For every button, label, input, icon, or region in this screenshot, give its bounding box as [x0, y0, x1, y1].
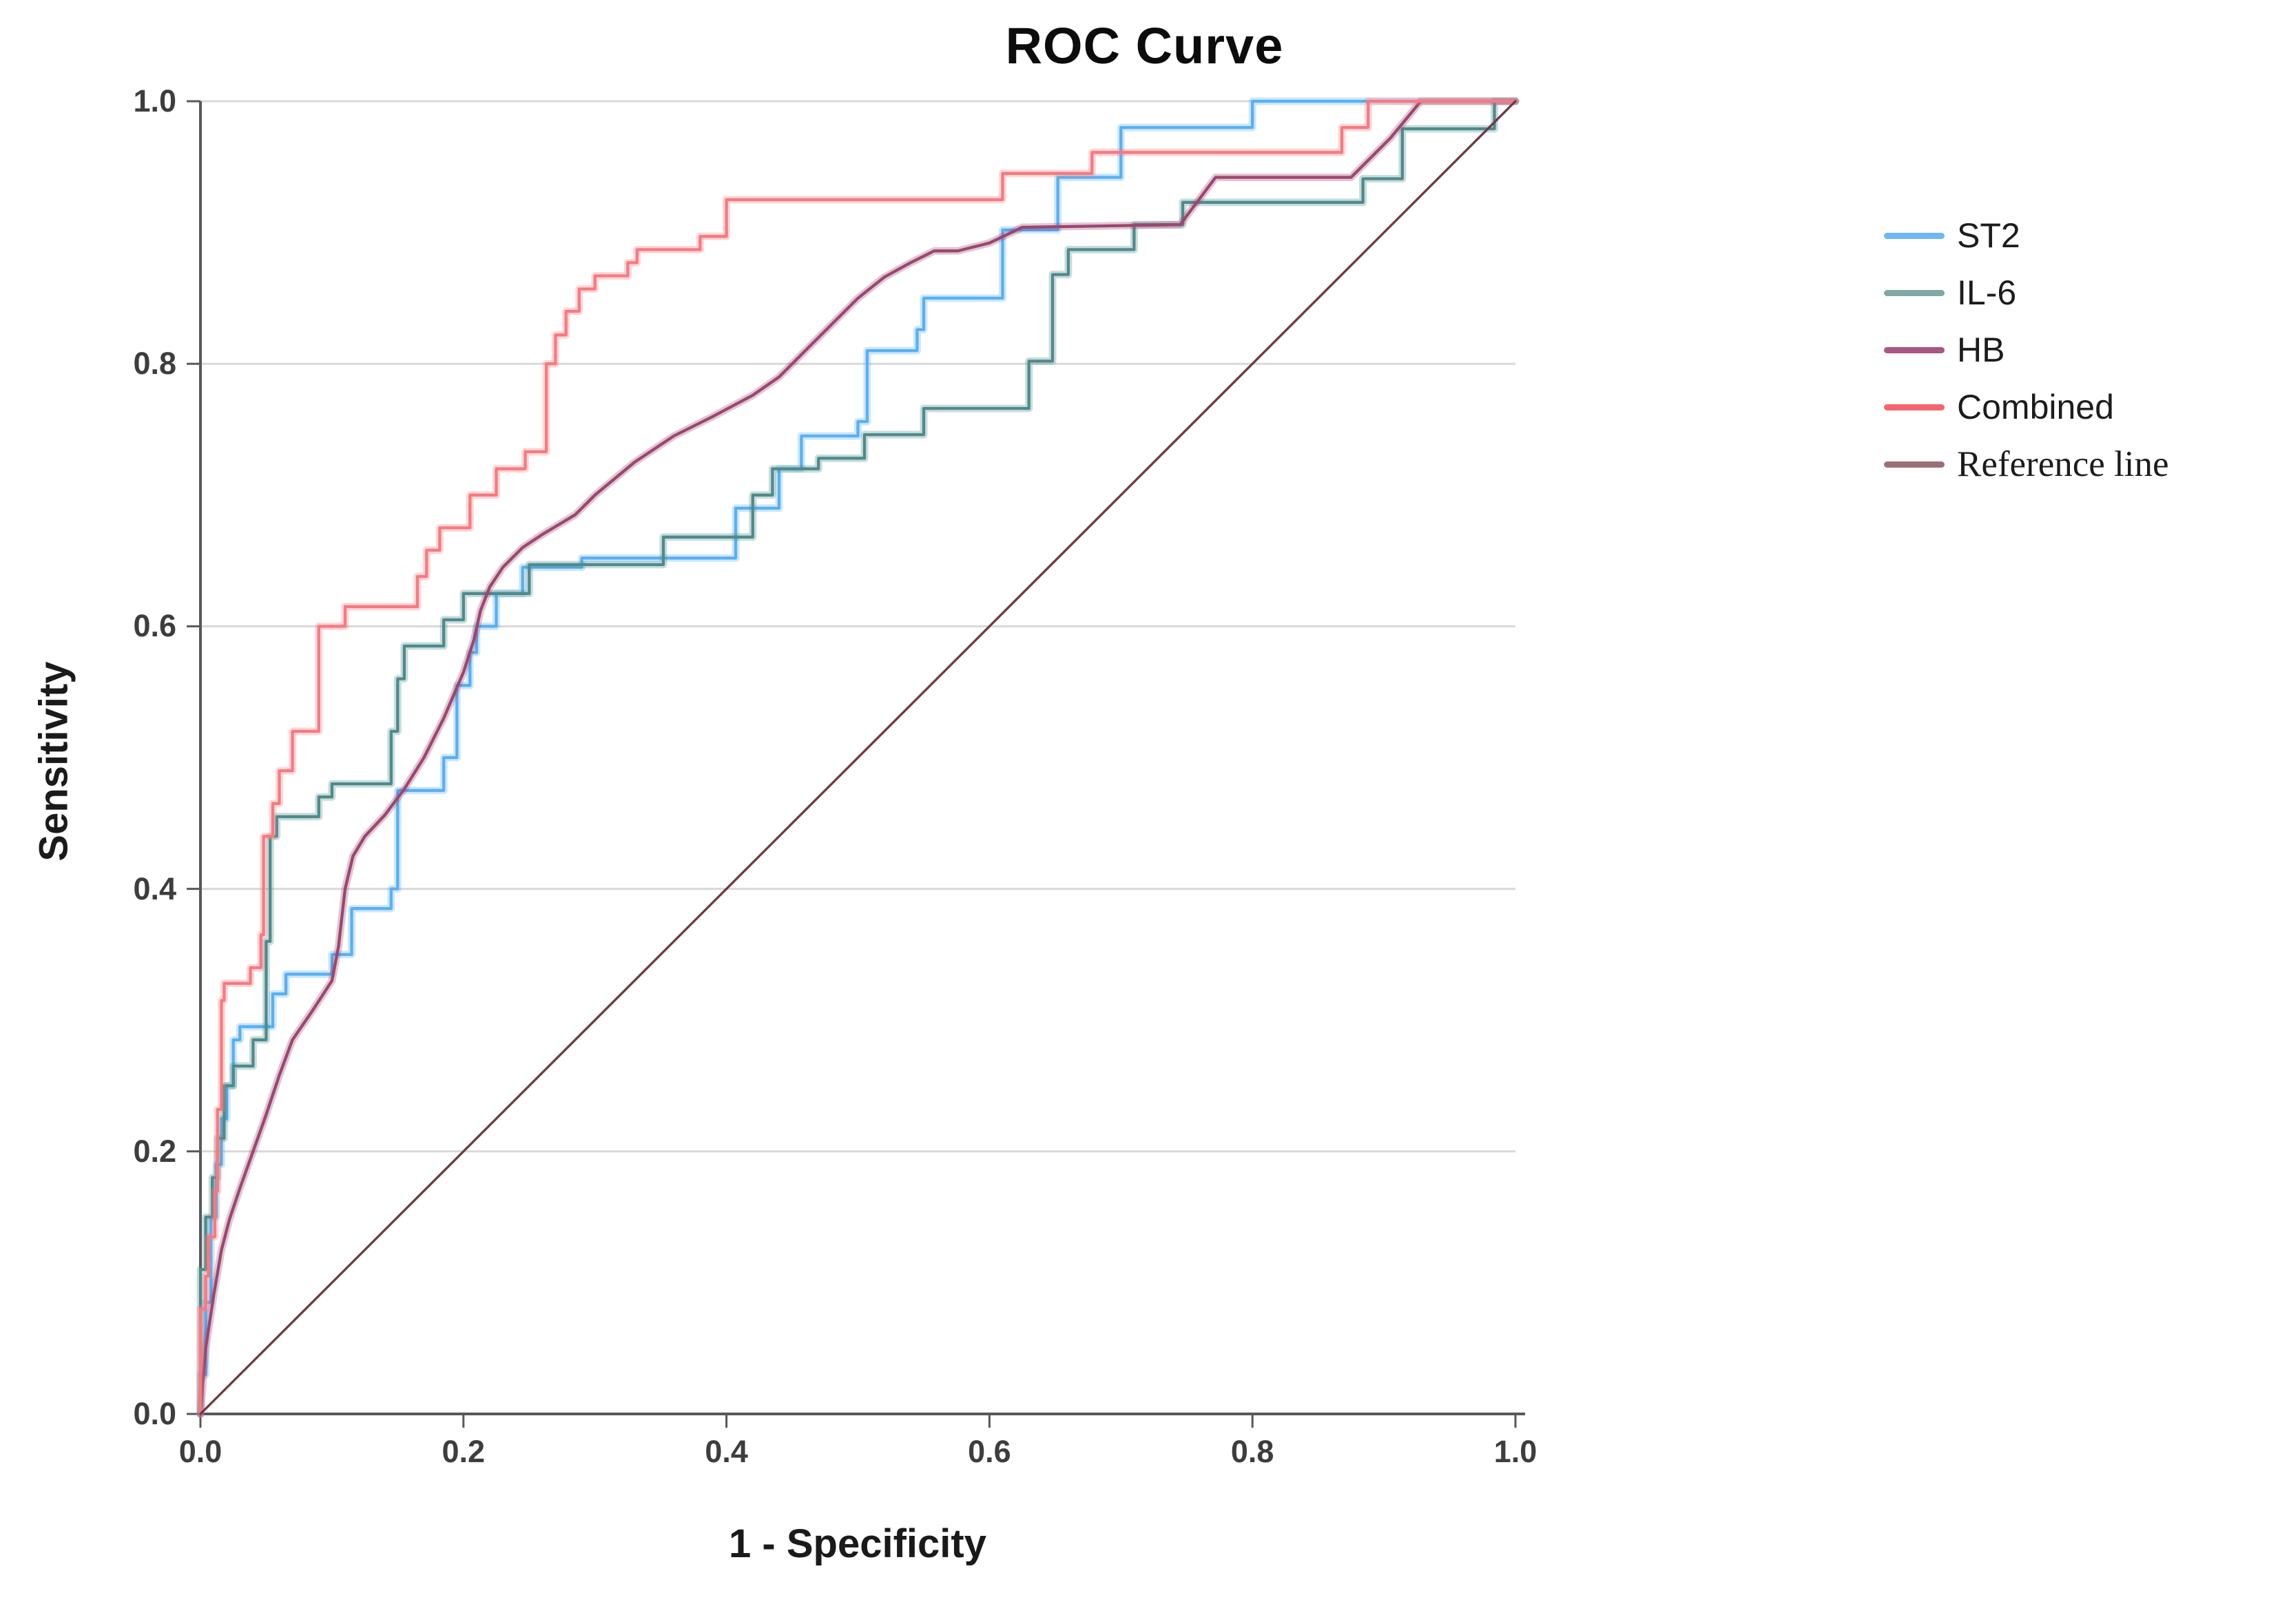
legend-swatch-il-6: [1884, 289, 1945, 296]
legend-item-st2: ST2: [1884, 216, 2169, 255]
y-tick-label-0.6: 0.6: [133, 608, 176, 644]
legend-swatch-reference-line: [1884, 461, 1945, 468]
y-axis-title: Sensitivity: [31, 661, 76, 862]
y-tick-label-1.0: 1.0: [133, 83, 176, 118]
legend-swatch-hb: [1884, 346, 1945, 353]
curve-combined: [198, 99, 1518, 1416]
curve-hb: [198, 99, 1518, 1416]
x-tick-label-0.2: 0.2: [442, 1434, 486, 1469]
legend-item-combined: Combined: [1884, 388, 2169, 426]
x-tick-label-0.8: 0.8: [1230, 1434, 1274, 1469]
x-tick-label-1.0: 1.0: [1493, 1434, 1537, 1469]
legend-swatch-st2: [1884, 232, 1945, 239]
legend-label: ST2: [1957, 216, 2020, 255]
legend-item-hb: HB: [1884, 331, 2169, 369]
curve-il-6: [198, 99, 1518, 1416]
curve-st2: [198, 99, 1518, 1416]
roc-curves: [196, 97, 1520, 1418]
chart-title: ROC Curve: [1005, 17, 1284, 74]
y-tick-label-0.8: 0.8: [133, 346, 176, 382]
legend-item-il-6: IL-6: [1884, 273, 2169, 312]
y-tick-label-0.2: 0.2: [133, 1133, 176, 1169]
x-tick-label-0.0: 0.0: [178, 1434, 222, 1469]
legend-label: HB: [1957, 331, 2005, 369]
axes: [187, 100, 1525, 1428]
legend-label: Reference line: [1957, 444, 2169, 484]
legend-item-reference-line: Reference line: [1884, 444, 2169, 484]
y-tick-label-0.0: 0.0: [133, 1396, 176, 1431]
gridlines: [200, 100, 1515, 1153]
legend-label: Combined: [1957, 388, 2114, 426]
y-tick-label-0.4: 0.4: [133, 871, 176, 906]
legend-label: IL-6: [1957, 273, 2017, 312]
x-tick-label-0.6: 0.6: [968, 1434, 1011, 1469]
legend: ST2 IL-6 HB Combined Reference line: [1884, 216, 2169, 484]
legend-swatch-combined: [1884, 404, 1945, 410]
x-tick-label-0.4: 0.4: [705, 1434, 748, 1469]
x-axis-title: 1 - Specificity: [729, 1521, 986, 1566]
curve-reference-line: [199, 100, 1517, 1415]
